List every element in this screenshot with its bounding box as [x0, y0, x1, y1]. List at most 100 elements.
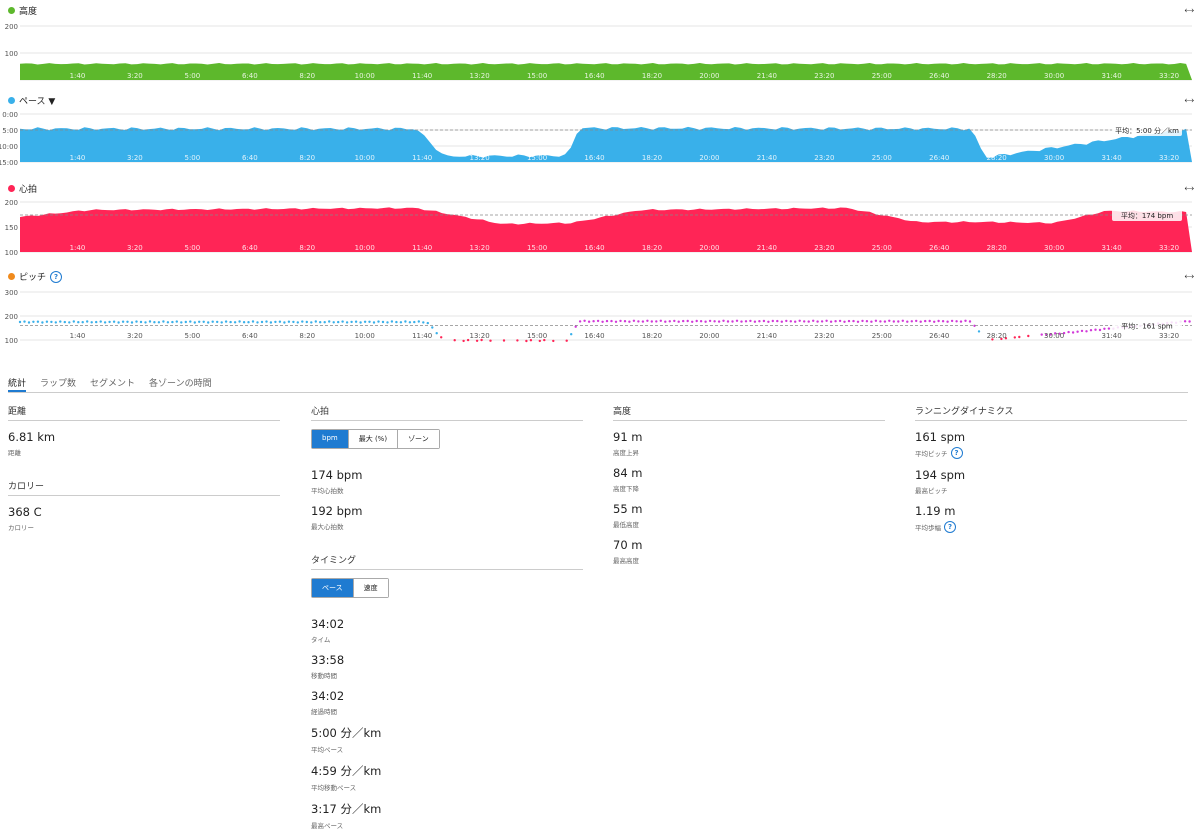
x-tick-label: 33:20 [1159, 154, 1179, 162]
stat-label: 平均移動ペース [311, 784, 357, 792]
data-point [583, 319, 586, 322]
data-point [525, 339, 528, 343]
x-tick-label: 30:00 [1044, 72, 1064, 80]
data-point [794, 320, 797, 323]
tab-laps[interactable]: ラップ数 [40, 379, 77, 389]
x-tick-label: 26:40 [929, 72, 949, 80]
data-point [121, 320, 125, 323]
stat-label-text: 平均歩幅 [915, 524, 941, 532]
stat-value: 91 m [613, 430, 643, 444]
data-point [229, 320, 232, 324]
data-point [50, 320, 53, 324]
data-point [274, 320, 277, 324]
data-point [36, 320, 40, 323]
data-point [256, 321, 259, 324]
y-tick-label: 200 [5, 199, 18, 207]
data-point [574, 325, 577, 328]
toggle-pace[interactable]: ペース [312, 579, 353, 597]
toggle-speed[interactable]: 速度 [352, 579, 388, 597]
data-point [189, 320, 192, 323]
pace-title: ペース ▼ [19, 97, 56, 107]
data-point [552, 339, 555, 343]
tab-stats[interactable]: 統計 [8, 372, 27, 392]
stat-value: 3:17 分／km [311, 802, 382, 816]
data-point [924, 319, 927, 323]
stat-time: 34:02 タイム [311, 617, 583, 644]
data-point [614, 320, 618, 323]
data-point [18, 320, 22, 324]
average-label-bg [1112, 318, 1182, 332]
data-point [776, 319, 779, 323]
data-point [888, 319, 891, 322]
data-point [462, 339, 465, 343]
toggle-max-percent[interactable]: 最大 (%) [347, 430, 398, 448]
stat-value: 55 m [613, 502, 643, 516]
data-point [601, 320, 604, 323]
data-point [664, 320, 667, 323]
average-label: 平均：5:00 分／km [1115, 126, 1179, 135]
data-point [390, 320, 394, 323]
tab-segments[interactable]: セグメント [90, 379, 136, 389]
stat-value: 4:59 分／km [311, 764, 382, 778]
data-point [843, 320, 846, 323]
data-point [184, 320, 187, 324]
x-tick-label: 21:40 [757, 72, 777, 80]
data-point [292, 320, 295, 324]
data-point [32, 320, 35, 323]
data-point [619, 319, 622, 323]
x-tick-label: 15:00 [527, 332, 547, 340]
stat-label: 高度上昇 [613, 449, 639, 457]
data-point [108, 320, 111, 324]
data-point [1004, 337, 1008, 340]
x-tick-label: 31:40 [1101, 244, 1121, 252]
data-point [570, 333, 573, 336]
x-tick-label: 20:00 [699, 72, 719, 80]
x-tick-label: 5:00 [184, 72, 200, 80]
data-point [301, 320, 304, 323]
help-icon[interactable]: ? [944, 521, 956, 533]
stat-calories: 368 C カロリー [8, 505, 280, 532]
chart-title-pace[interactable]: ペース ▼ [8, 94, 55, 107]
stat-value: 84 m [613, 466, 643, 480]
data-point [637, 320, 640, 323]
data-point [480, 338, 483, 342]
help-icon[interactable]: ? [50, 270, 63, 283]
toggle-zone[interactable]: ゾーン [397, 430, 439, 448]
x-tick-label: 18:20 [642, 72, 662, 80]
data-point [81, 321, 84, 324]
toggle-bpm[interactable]: bpm [312, 430, 348, 448]
data-point [489, 339, 492, 342]
data-point [368, 320, 371, 323]
y-tick-label: 100 [5, 50, 18, 58]
x-tick-label: 20:00 [699, 332, 719, 340]
data-point [646, 319, 649, 322]
x-tick-label: 8:20 [299, 72, 315, 80]
data-point [319, 321, 322, 324]
y-tick-label: 10:00 [0, 143, 18, 151]
data-point [265, 320, 268, 323]
data-point [735, 319, 739, 322]
data-point [337, 320, 340, 324]
x-tick-label: 5:00 [184, 154, 200, 162]
stats-column-elevation: 高度 91 m 高度上昇 84 m 高度下降 55 m 最低高度 70 m 最高… [613, 404, 885, 565]
data-point [466, 338, 470, 342]
data-point [332, 321, 335, 324]
x-tick-label: 33:20 [1159, 244, 1179, 252]
tab-zones[interactable]: 各ゾーンの時間 [149, 379, 212, 389]
data-point [1094, 328, 1097, 331]
stat-min-elev: 55 m 最低高度 [613, 502, 885, 529]
data-point [1089, 329, 1093, 332]
data-point [803, 320, 806, 323]
help-icon[interactable]: ? [950, 447, 963, 459]
stat-avg-moving-pace: 4:59 分／km 平均移動ペース [311, 763, 583, 792]
data-point [874, 319, 878, 322]
y-tick-label: 100 [5, 249, 18, 256]
data-point [753, 320, 757, 323]
x-tick-label: 31:40 [1101, 154, 1121, 162]
x-tick-label: 18:20 [642, 154, 662, 162]
pitch-chart: ピッチ ? ⤢ 300 200 100 1:40 3:20 5:00 6:40 8:20 10:… [0, 270, 1200, 346]
data-point [655, 320, 658, 323]
data-point [673, 319, 676, 323]
chart-title-heart: 心拍 [8, 182, 37, 195]
x-tick-label: 11:40 [412, 154, 432, 162]
